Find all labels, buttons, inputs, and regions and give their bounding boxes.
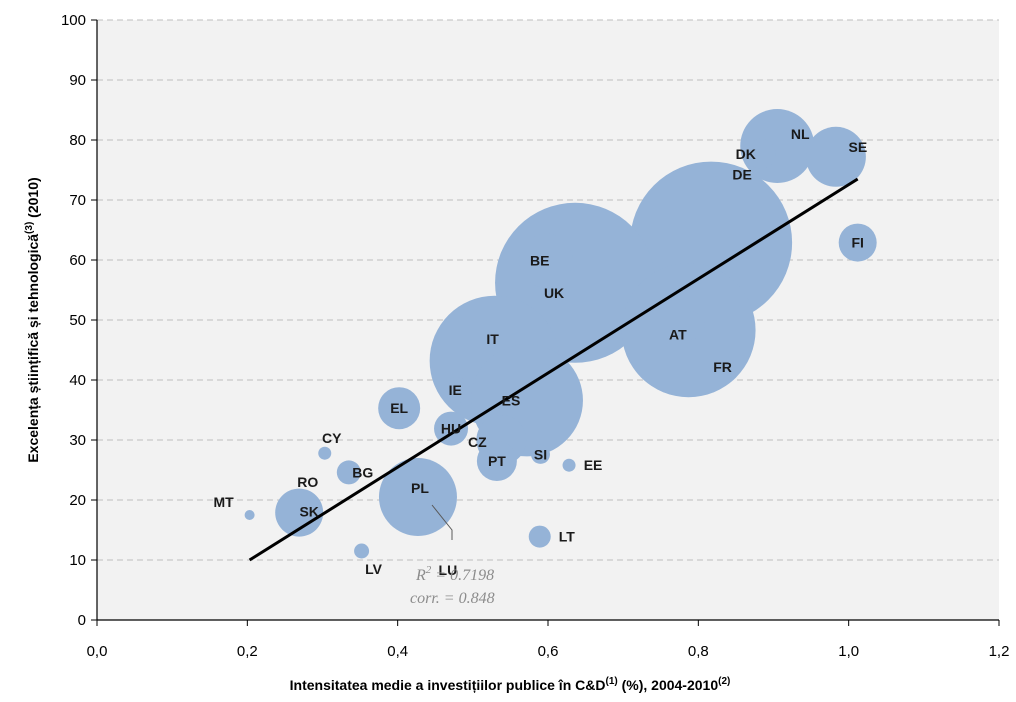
bubble-hu <box>434 411 469 446</box>
bubble-pt <box>476 441 517 481</box>
bubble-se <box>805 126 866 187</box>
x-tick-label: 0,0 <box>87 643 108 660</box>
bubble-label-es: ES <box>502 392 521 408</box>
bubble-lt <box>528 525 551 548</box>
regression-line <box>248 177 859 562</box>
bubble-fi <box>838 223 877 262</box>
bubble-label-cy: CY <box>322 430 342 446</box>
x-axis-title: Intensitatea medie a investițiilor publi… <box>290 676 731 693</box>
bubble-label-el: EL <box>390 400 408 416</box>
bubble-label-si: SI <box>534 446 547 462</box>
bubble-label-bg: BG <box>352 464 373 480</box>
lu-leader-line <box>431 504 453 540</box>
bubble-label-it: IT <box>486 331 499 347</box>
bubble-label-pl: PL <box>411 480 429 496</box>
bubble-label-be: BE <box>530 253 549 269</box>
x-tick-label: 0,4 <box>387 643 408 660</box>
x-tick-label: 0,2 <box>237 643 258 660</box>
bubbles <box>244 109 877 559</box>
y-tick-label: 30 <box>69 432 86 449</box>
r-squared-label: R2 = 0.7198 <box>415 564 494 584</box>
bubble-at <box>676 311 705 340</box>
y-tick-label: 0 <box>78 612 86 629</box>
bubble-label-ie: IE <box>449 382 462 398</box>
bubble-ie <box>443 377 470 404</box>
bubble-be <box>518 233 573 288</box>
bubble-label-de: DE <box>732 167 751 183</box>
bubble-label-mt: MT <box>213 494 234 510</box>
y-tick-label: 60 <box>69 252 86 269</box>
x-tick-label: 1,2 <box>989 643 1010 660</box>
y-tick-label: 20 <box>69 492 86 509</box>
x-tick-label: 1,0 <box>838 643 859 660</box>
y-tick-label: 90 <box>69 72 86 89</box>
y-tick-label: 80 <box>69 132 86 149</box>
y-axis-title: Excelența științifică și tehnologică(3) … <box>24 177 41 462</box>
bubble-label-lv: LV <box>365 561 383 577</box>
bubble-lv <box>354 543 370 559</box>
bubble-cy <box>318 446 332 460</box>
trendline <box>248 177 859 562</box>
y-tick-label: 40 <box>69 372 86 389</box>
bubble-label-hu: HU <box>441 421 461 437</box>
y-tick-label: 70 <box>69 192 86 209</box>
axes <box>91 19 1000 626</box>
bubble-label-ee: EE <box>584 457 603 473</box>
x-tick-label: 0,8 <box>688 643 709 660</box>
bubble-label-fi: FI <box>851 235 863 251</box>
bubble-label-uk: UK <box>544 285 564 301</box>
bubble-ee <box>562 458 576 472</box>
bubble-label-cz: CZ <box>468 434 487 450</box>
bubble-label-dk: DK <box>736 146 756 162</box>
bubble-mt <box>244 510 255 520</box>
bubble-el <box>378 387 421 430</box>
y-tick-label: 50 <box>69 312 86 329</box>
bubble-label-nl: NL <box>791 126 810 142</box>
y-tick-label: 100 <box>61 12 86 29</box>
leader-line <box>431 504 453 540</box>
y-tick-labels: 0 10 20 30 40 50 60 70 80 90 100 <box>61 12 86 629</box>
x-tick-label: 0,6 <box>538 643 559 660</box>
bubble-label-at: AT <box>669 326 687 342</box>
x-tick-labels: 0,0 0,2 0,4 0,6 0,8 1,0 1,2 <box>87 643 1010 660</box>
bubble-sk <box>275 488 324 537</box>
bubble-label-lt: LT <box>559 529 576 545</box>
bubble-label-pt: PT <box>488 453 506 469</box>
bubble-label-fr: FR <box>713 359 732 375</box>
bubble-label-ro: RO <box>297 474 318 490</box>
bubble-bg <box>336 460 361 485</box>
bubble-dk <box>745 138 776 169</box>
bubble-label-se: SE <box>849 139 868 155</box>
bubble-pl <box>378 458 457 536</box>
bubble-si <box>530 444 550 464</box>
bubble-label-sk: SK <box>299 504 318 520</box>
y-tick-label: 10 <box>69 552 86 569</box>
correlation-label: corr. = 0.848 <box>410 590 495 607</box>
bubble-label-lu: LU <box>439 562 458 578</box>
